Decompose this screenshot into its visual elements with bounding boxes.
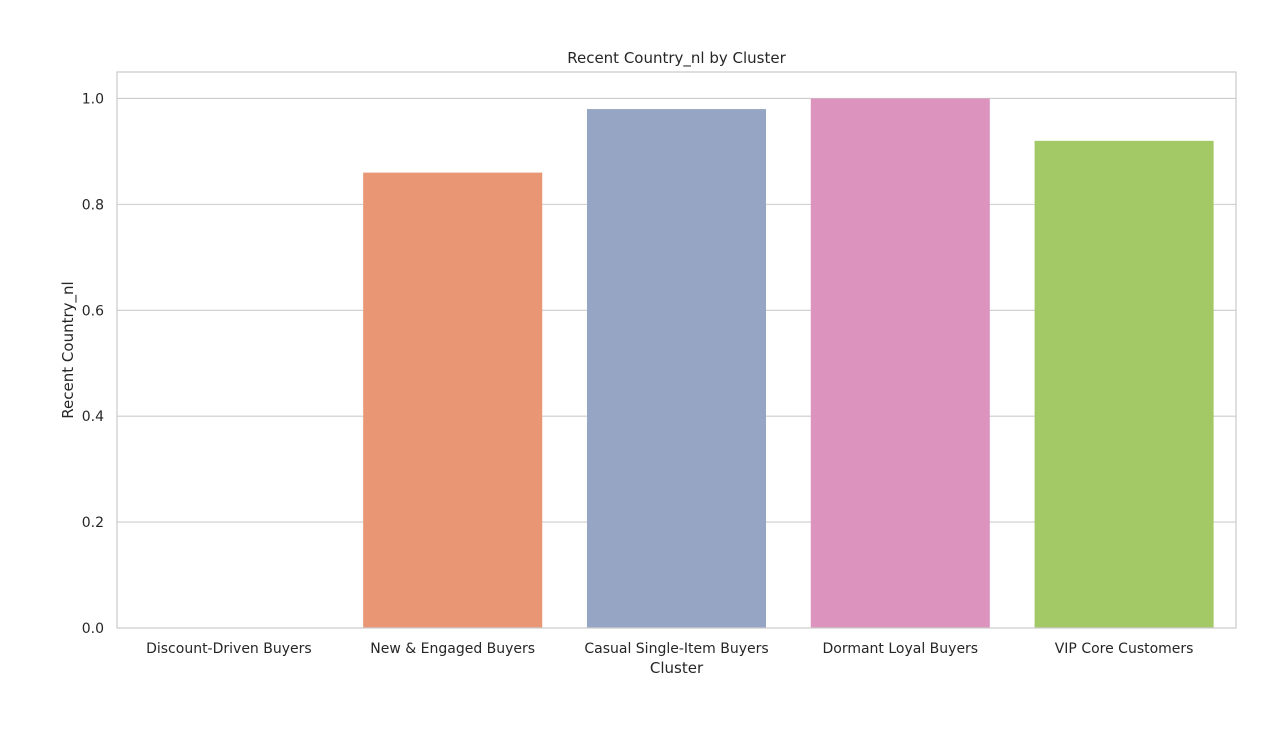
chart-title: Recent Country_nl by Cluster — [567, 49, 786, 68]
x-tick-label: Casual Single-Item Buyers — [584, 641, 768, 657]
y-tick-label: 1.0 — [82, 91, 104, 107]
y-tick-labels: 0.0 0.2 0.4 0.6 0.8 1.0 — [82, 91, 104, 637]
bars — [363, 98, 1214, 629]
plot-frame — [116, 71, 1237, 629]
x-tick-label: VIP Core Customers — [1055, 641, 1194, 657]
x-tick-label: Dormant Loyal Buyers — [822, 641, 978, 657]
x-axis-label: Cluster — [650, 659, 704, 677]
y-tick-label: 0.4 — [82, 409, 104, 425]
bar — [586, 109, 767, 629]
x-tick-label: Discount-Driven Buyers — [146, 641, 312, 657]
y-tick-label: 0.8 — [82, 197, 104, 213]
y-tick-label: 0.0 — [82, 621, 104, 637]
bar — [1034, 140, 1214, 629]
x-tick-labels: Discount-Driven Buyers New & Engaged Buye… — [146, 641, 1193, 657]
y-axis-label: Recent Country_nl — [59, 281, 78, 418]
x-tick-label: New & Engaged Buyers — [370, 641, 535, 657]
bar — [810, 98, 990, 628]
y-tick-label: 0.2 — [82, 515, 104, 531]
bar — [363, 172, 543, 628]
y-tick-label: 0.6 — [82, 303, 104, 319]
